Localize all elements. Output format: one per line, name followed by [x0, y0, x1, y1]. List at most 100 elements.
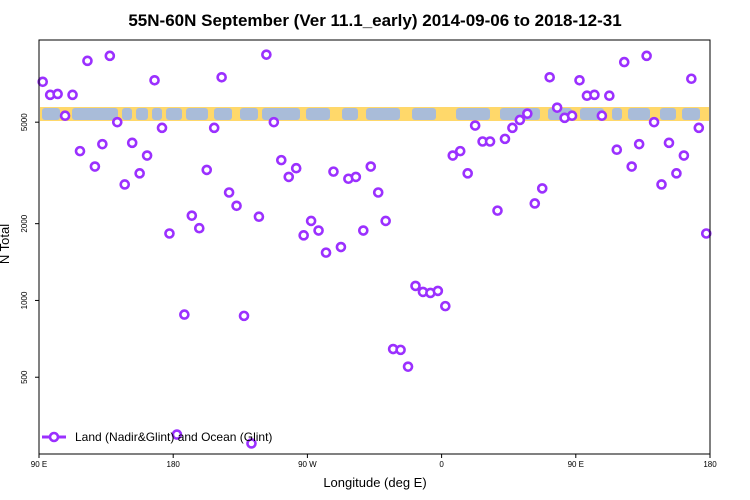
- ocean-segment: [262, 108, 300, 120]
- data-point: [246, 438, 257, 449]
- data-point: [208, 122, 220, 134]
- data-point: [253, 211, 265, 222]
- data-point: [596, 110, 608, 122]
- data-point: [462, 168, 473, 179]
- data-point: [201, 164, 213, 176]
- data-point: [119, 179, 131, 190]
- y-axis-ticks: 500 1000 2000 5000: [20, 113, 39, 384]
- data-point: [447, 150, 459, 161]
- ocean-segment: [72, 108, 118, 120]
- data-point: [298, 230, 309, 241]
- data-point: [231, 200, 242, 212]
- x-tick-label: 90 E: [31, 460, 47, 469]
- data-point: [626, 161, 638, 172]
- x-tick-label: 180: [703, 460, 717, 469]
- x-tick-label: 90 E: [568, 460, 584, 469]
- data-point: [141, 150, 153, 161]
- data-point: [633, 138, 645, 150]
- data-point: [276, 154, 287, 166]
- x-axis-ticks: 90 E 180 90 W 0 90 E 180: [31, 454, 717, 469]
- data-point: [686, 73, 697, 85]
- data-point: [618, 56, 630, 68]
- ocean-segment: [166, 108, 182, 120]
- data-point: [440, 300, 451, 312]
- data-point: [648, 116, 660, 128]
- data-point: [611, 144, 623, 156]
- data-point: [305, 215, 317, 227]
- data-point: [410, 280, 421, 292]
- land-ocean-band: [40, 107, 709, 121]
- ocean-segment: [342, 108, 358, 120]
- data-point: [507, 122, 518, 134]
- data-point: [156, 122, 168, 134]
- data-point: [529, 198, 541, 209]
- data-point: [641, 50, 652, 62]
- x-axis-label: Longitude (deg E): [323, 475, 426, 490]
- data-point: [171, 429, 183, 440]
- y-tick-label: 5000: [20, 113, 29, 131]
- ocean-segment: [42, 108, 60, 120]
- data-point: [104, 50, 116, 62]
- y-tick-label: 2000: [20, 214, 29, 232]
- data-point: [484, 136, 496, 147]
- ocean-segment: [660, 108, 676, 120]
- data-point: [216, 71, 227, 83]
- data-point: [59, 110, 71, 122]
- data-points: [37, 49, 712, 449]
- x-tick-label: 0: [439, 460, 444, 469]
- data-point: [186, 210, 198, 221]
- data-point: [678, 150, 690, 161]
- data-point: [37, 76, 49, 88]
- data-point: [522, 108, 533, 119]
- data-point: [492, 205, 503, 216]
- data-point: [97, 138, 108, 150]
- chart-title: 55N-60N September (Ver 11.1_early) 2014-…: [128, 11, 621, 30]
- data-point: [126, 137, 138, 149]
- data-point: [358, 225, 369, 236]
- y-tick-label: 1000: [20, 291, 29, 309]
- ocean-segment: [628, 108, 650, 120]
- data-point: [268, 116, 280, 128]
- data-point: [164, 228, 175, 239]
- data-point: [223, 187, 235, 198]
- legend-label: Land (Nadir&Glint) and Ocean (Glint): [75, 430, 272, 444]
- data-point: [134, 168, 145, 179]
- data-point: [432, 285, 444, 297]
- data-point: [402, 361, 414, 372]
- data-point: [290, 162, 302, 174]
- data-point: [111, 116, 123, 128]
- ocean-segment: [412, 108, 436, 120]
- data-point: [52, 88, 63, 100]
- data-point: [365, 161, 377, 172]
- data-point: [671, 168, 682, 179]
- data-point: [454, 145, 466, 157]
- data-point: [67, 89, 78, 101]
- ocean-segment: [366, 108, 400, 120]
- ocean-segment: [240, 108, 258, 120]
- ocean-segment: [682, 108, 700, 120]
- data-point: [663, 137, 675, 149]
- ocean-segment: [306, 108, 330, 120]
- data-point: [536, 183, 548, 194]
- data-point: [238, 310, 250, 322]
- data-point: [89, 161, 101, 172]
- data-point: [74, 145, 86, 157]
- data-point: [589, 89, 600, 101]
- data-point: [499, 133, 511, 145]
- data-point: [350, 171, 362, 183]
- data-point: [261, 49, 272, 60]
- data-point: [514, 114, 526, 126]
- x-tick-label: 90 W: [298, 460, 317, 469]
- plot-frame: [38, 39, 711, 455]
- ocean-segment: [136, 108, 148, 120]
- data-point: [566, 110, 578, 122]
- data-point: [656, 179, 667, 190]
- data-point: [469, 120, 481, 131]
- data-point: [693, 122, 705, 134]
- legend-marker: [48, 431, 60, 443]
- ocean-segment: [456, 108, 490, 120]
- data-point: [604, 90, 615, 102]
- y-axis-label: N Total: [0, 224, 12, 264]
- ocean-segment: [612, 108, 622, 120]
